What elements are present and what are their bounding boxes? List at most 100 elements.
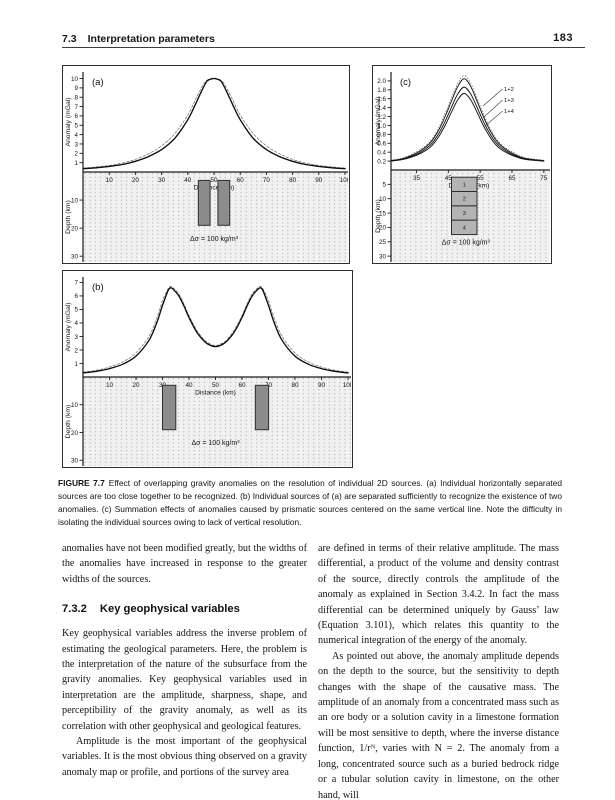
- y-tick-label: 1.2: [377, 114, 386, 121]
- y-tick-label: 1.6: [377, 96, 386, 103]
- x-axis-label: Distance (km): [195, 390, 236, 397]
- prism-label: 3: [463, 211, 466, 217]
- x-tick-label: 55: [477, 175, 485, 182]
- source-prism: [217, 179, 231, 226]
- x-tick-label: 60: [238, 382, 246, 389]
- x-tick-label: 90: [315, 177, 323, 184]
- depth-tick-label: 10: [379, 196, 387, 203]
- figure-7-7-panel-a: 1 2 3 4 5 6 7 8 9 10 10 20 30 40 50 60 70 80 90 100 Distance…: [62, 65, 350, 264]
- depth-tick-label: 5: [382, 182, 386, 189]
- y-tick-label: 3: [74, 334, 78, 341]
- y-tick-label: 7: [74, 104, 78, 111]
- y-tick-label: 3: [74, 141, 78, 148]
- prism-label: 2: [463, 197, 466, 203]
- running-head: 7.3 Interpretation parameters: [62, 33, 215, 45]
- y-tick-label: 1.4: [377, 105, 386, 112]
- anomaly-axis-label: Anomaly (mGal): [65, 302, 72, 351]
- x-tick-label: 100: [340, 177, 348, 184]
- paragraph: As pointed out above, the anomaly amplit…: [318, 650, 559, 800]
- curve-reference: [390, 75, 545, 161]
- paragraph: Key geophysical variables address the in…: [62, 628, 307, 732]
- x-tick-label: 10: [106, 382, 114, 389]
- figure-caption: FIGURE 7.7 Effect of overlapping gravity …: [58, 477, 562, 529]
- density-annotation: Δσ = 100 kg/m³: [442, 240, 491, 247]
- y-tick-label: 6: [74, 113, 78, 120]
- y-tick-label: 9: [74, 85, 78, 92]
- x-tick-label: 100: [343, 382, 351, 389]
- x-tick-label: 30: [158, 177, 166, 184]
- depth-tick-label: 10: [71, 402, 79, 409]
- section-heading: 7.3.2 Key geophysical variables: [62, 603, 307, 615]
- y-tick-label: 1.0: [377, 123, 386, 130]
- x-tick-label: 70: [263, 177, 271, 184]
- curve-summed-anomaly: [82, 287, 349, 374]
- figure-7-7-panel-b: 1234567102030405060708090100Distance (km…: [62, 270, 353, 468]
- y-tick-label: 6: [74, 293, 78, 300]
- depth-axis-label: Depth (km): [65, 405, 72, 439]
- curve-summed-anomaly: [82, 77, 346, 170]
- y-tick-label: 2.0: [377, 78, 386, 85]
- figure-caption-text: Effect of overlapping gravity anomalies …: [58, 478, 563, 528]
- header-rule: [62, 47, 585, 48]
- anomaly-axis-label: Anomaly (mGal): [65, 97, 72, 146]
- depth-tick-label: 20: [71, 225, 79, 232]
- page-number: 183: [553, 32, 573, 44]
- y-tick-label: 0.6: [377, 141, 386, 148]
- density-annotation: Δσ = 100 kg/m³: [190, 236, 239, 243]
- x-tick-label: 90: [318, 382, 326, 389]
- source-prism: [197, 179, 211, 226]
- y-tick-label: 2: [74, 347, 78, 354]
- depth-tick-label: 30: [379, 253, 387, 260]
- y-tick-label: 5: [74, 307, 78, 314]
- source-prism: [162, 384, 177, 431]
- panel-label: (a): [92, 77, 104, 88]
- curve-label: 1+3: [504, 98, 514, 104]
- left-column: anomalies have not been modified greatly…: [62, 541, 307, 800]
- depth-tick-label: 15: [379, 210, 387, 217]
- curve-label: 1+4: [504, 109, 515, 115]
- panel-label: (b): [92, 282, 104, 293]
- depth-axis-label: Depth (km): [65, 200, 72, 234]
- x-tick-label: 65: [508, 175, 516, 182]
- depth-tick-label: 25: [379, 239, 387, 246]
- curve-component-anomaly: [82, 77, 346, 169]
- y-tick-label: 8: [74, 95, 78, 102]
- paragraph: Amplitude is the most important of the g…: [62, 736, 307, 778]
- right-column: are defined in terms of their relative a…: [318, 541, 559, 800]
- curve-component-anomaly: [82, 286, 349, 373]
- depth-tick-label: 30: [71, 458, 79, 465]
- x-tick-label: 35: [413, 175, 421, 182]
- section-heading-number: 7.3.2: [62, 603, 87, 616]
- x-axis-label: Distance (km): [194, 185, 235, 192]
- x-tick-label: 50: [210, 177, 218, 184]
- x-tick-label: 75: [540, 175, 548, 182]
- prism-label: 1: [463, 182, 466, 188]
- body-text: anomalies have not been modified greatly…: [62, 541, 559, 800]
- depth-section-bg: [83, 377, 351, 466]
- x-tick-label: 45: [445, 175, 453, 182]
- y-tick-label: 1.8: [377, 87, 386, 94]
- depth-axis-label: Depth (km): [375, 199, 382, 233]
- panel-b-chart: 1234567102030405060708090100Distance (km…: [65, 277, 351, 466]
- x-tick-label: 20: [132, 177, 140, 184]
- x-tick-label: 60: [237, 177, 245, 184]
- panel-a-chart: 1 2 3 4 5 6 7 8 9 10 10 20 30 40 50 60 70 80 90 100 Distance…: [65, 72, 348, 262]
- x-tick-label: 80: [289, 177, 297, 184]
- y-tick-label: 0.2: [377, 158, 386, 165]
- figure-7-7-panel-c: 0.2 0.4 0.6 0.8 1.0 1.2 1.4 1.6 1.8 2.0 35 45 55 65 75…: [372, 65, 552, 264]
- figure-caption-label: FIGURE 7.7: [58, 478, 105, 488]
- y-tick-label: 1: [74, 361, 78, 368]
- depth-tick-label: 20: [71, 430, 79, 437]
- section-title: Interpretation parameters: [87, 33, 215, 45]
- y-tick-label: 4: [74, 320, 78, 327]
- depth-section-bg: [83, 172, 348, 262]
- x-tick-label: 20: [132, 382, 140, 389]
- y-tick-label: 1: [74, 160, 78, 167]
- curve-sum-1-4: [390, 92, 545, 162]
- source-prism: [451, 219, 478, 236]
- curve-sum-1-3: [390, 86, 545, 162]
- panel-c-chart: 0.20.40.60.81.01.21.41.61.82.035 45 55 65 75…: [375, 72, 550, 262]
- y-tick-label: 4: [74, 132, 78, 139]
- paragraph: anomalies have not been modified greatly…: [62, 543, 307, 585]
